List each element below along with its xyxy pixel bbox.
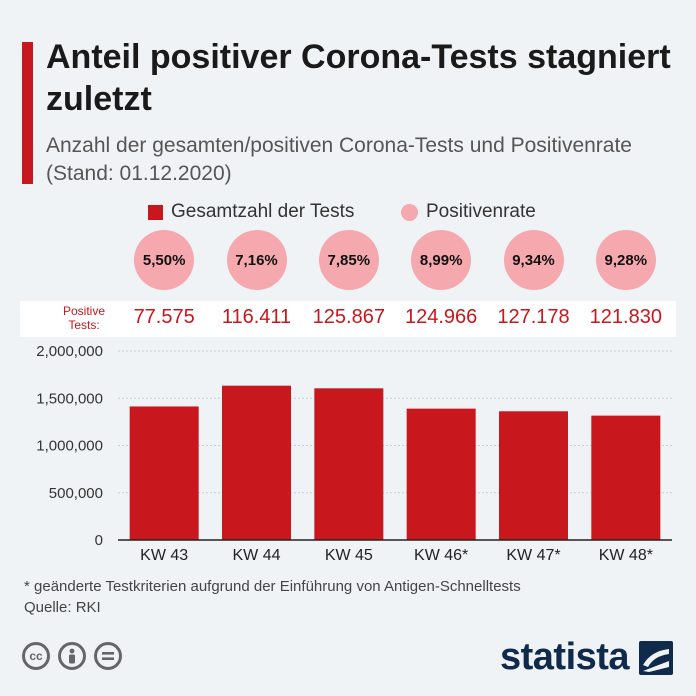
y-tick-label: 1,500,000 [36, 390, 103, 407]
legend-label-rate: Positivenrate [426, 201, 536, 222]
positive-tests-value: 116.411 [221, 306, 292, 328]
bar-chart: 2,000,000 1,500,000 1,000,000 500,000 0 KW 43… [36, 343, 672, 564]
positivity-rate-bubble: 5,50% [134, 230, 195, 290]
positive-tests-value: 127.178 [497, 306, 570, 328]
positivity-rate-bubble: 9,34% [503, 230, 564, 290]
bar [406, 408, 476, 540]
bar [222, 385, 291, 540]
positivity-rate-bubble: 7,85% [318, 230, 379, 290]
bar [499, 411, 568, 540]
y-tick-label: 2,000,000 [36, 343, 103, 360]
y-tick-label: 0 [95, 532, 103, 549]
footnote: * geänderte Testkriterien aufgrund der E… [24, 578, 521, 595]
source: Quelle: RKI [24, 599, 101, 616]
bar [129, 406, 199, 540]
x-tick-label: KW 46* [414, 547, 468, 564]
positive-tests-value: 77.575 [133, 306, 195, 328]
legend-item-total: Gesamtzahl der Tests [148, 201, 354, 223]
y-tick-label: 1,000,000 [36, 438, 103, 455]
legend-item-rate: Positivenrate [401, 201, 536, 223]
x-tick-label: KW 47* [506, 547, 560, 564]
x-tick-label: KW 48* [599, 547, 653, 564]
nd-icon[interactable] [94, 642, 122, 670]
footnote-block: * geänderte Testkriterien aufgrund der E… [24, 576, 521, 618]
positive-tests-value: 121.830 [589, 306, 662, 328]
positive-tests-value: 124.966 [405, 306, 478, 328]
positivity-rate-bubble: 7,16% [226, 230, 287, 290]
x-tick-label: KW 44 [232, 547, 280, 564]
positive-tests-row [20, 301, 676, 337]
legend: Gesamtzahl der Tests Positivenrate [0, 201, 696, 227]
brand-name: statista [500, 636, 630, 678]
chart-title: Anteil positiver Corona-Tests stagniert … [46, 38, 671, 118]
license-icons: cc [22, 642, 122, 670]
legend-square-icon [148, 204, 163, 220]
positive-tests-value: 125.867 [312, 306, 385, 328]
legend-circle-icon [401, 203, 418, 221]
statista-logo[interactable]: statista [500, 636, 674, 679]
x-tick-label: KW 45 [325, 547, 373, 564]
statista-mark-icon [639, 640, 674, 675]
title-accent-bar [22, 42, 33, 184]
by-icon[interactable] [58, 642, 86, 670]
x-tick-label: KW 43 [140, 547, 188, 564]
positive-tests-label: Positive Tests: [62, 304, 106, 332]
legend-label-total: Gesamtzahl der Tests [171, 201, 355, 222]
positivity-rate-bubble: 8,99% [411, 230, 472, 290]
y-tick-label: 500,000 [49, 485, 103, 502]
chart-subtitle: Anzahl der gesamten/positiven Corona-Tes… [46, 134, 632, 185]
cc-icon[interactable]: cc [22, 642, 50, 670]
positivity-rate-bubble: 9,28% [595, 230, 656, 290]
bar [591, 415, 661, 540]
bar [314, 388, 384, 540]
